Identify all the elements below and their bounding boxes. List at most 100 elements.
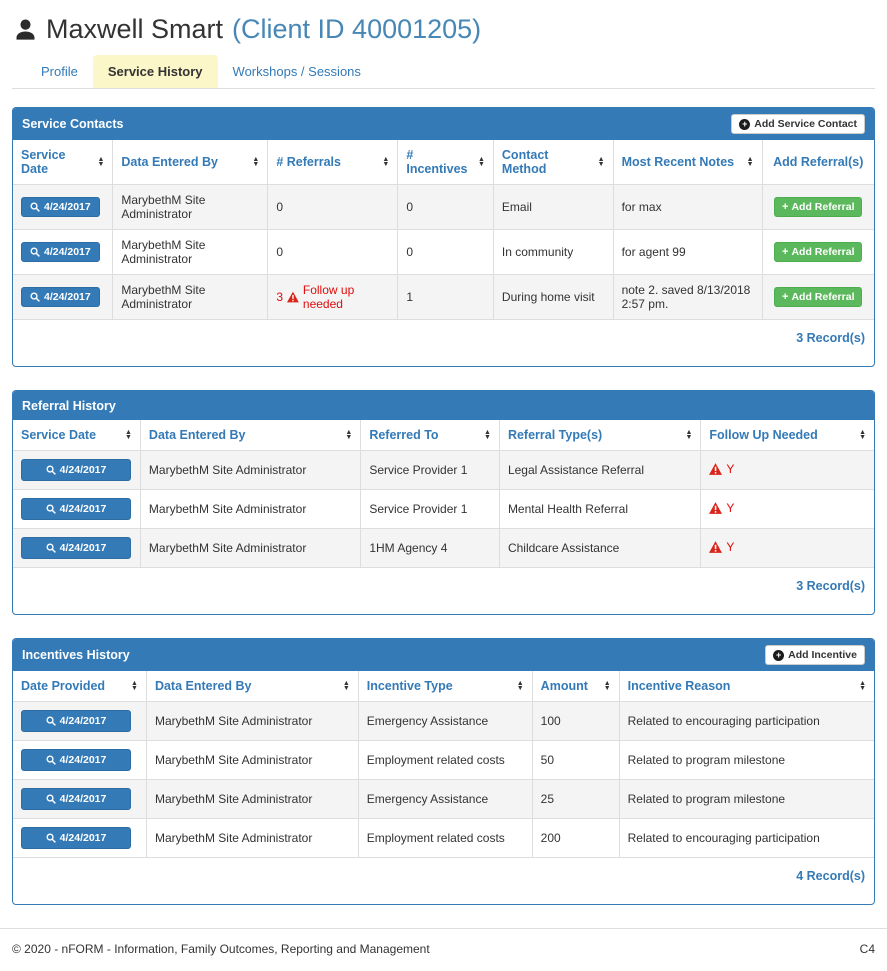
tab-service-history[interactable]: Service History [92, 55, 218, 88]
sort-icon: ▲ ▼ [131, 680, 138, 692]
incentives-history-heading: Incentives History + Add Incentive [13, 639, 874, 671]
incentive-type-cell: Employment related costs [358, 818, 533, 858]
sort-icon: ▲ ▼ [685, 429, 693, 441]
client-header: Maxwell Smart (Client ID 40001205) [12, 8, 875, 55]
table-row: 4/24/2017 MarybethM Site Administrator E… [13, 701, 874, 741]
column-header-service-date[interactable]: Service Date ▲ ▼ [13, 420, 141, 451]
referral-type-cell: Mental Health Referral [499, 489, 702, 529]
column-header-incentive-type[interactable]: Incentive Type ▲ ▼ [358, 671, 533, 702]
referral-history-heading: Referral History [13, 391, 874, 420]
search-icon [30, 292, 40, 302]
notes-cell: for agent 99 [613, 229, 763, 275]
reason-cell: Related to program milestone [619, 779, 874, 819]
view-incentive-button[interactable]: 4/24/2017 [21, 749, 131, 771]
referrals-cell: 3 Follow up needed [267, 274, 399, 320]
view-service-contact-button[interactable]: 4/24/2017 [21, 242, 100, 262]
warning-icon [287, 291, 299, 303]
add-referral-button[interactable]: + Add Referral [774, 197, 863, 217]
page-footer: © 2020 - nFORM - Information, Family Out… [0, 928, 887, 971]
notes-cell: for max [613, 184, 763, 230]
panel-title: Service Contacts [22, 117, 124, 131]
sort-icon: ▲ ▼ [746, 156, 754, 168]
tab-workshops-sessions[interactable]: Workshops / Sessions [232, 64, 361, 79]
column-header-data-entered-by[interactable]: Data Entered By ▲ ▼ [140, 420, 362, 451]
column-header-follow-up-needed[interactable]: Follow Up Needed ▲ ▼ [700, 420, 874, 451]
column-header-date-provided[interactable]: Date Provided ▲ ▼ [13, 671, 147, 702]
column-header-data-entered-by[interactable]: Data Entered By ▲ ▼ [112, 140, 269, 185]
referred-to-cell: 1HM Agency 4 [360, 528, 500, 568]
plus-icon: + [782, 246, 789, 258]
contact-method-cell: During home visit [493, 274, 614, 320]
search-icon [30, 247, 40, 257]
column-header-amount[interactable]: Amount ▲ ▼ [532, 671, 620, 702]
table-row: 4/24/2017 MarybethM Site Administrator 1… [13, 528, 874, 568]
table-row: 4/24/2017 MarybethM Site Administrator E… [13, 818, 874, 858]
entered-by-cell: MarybethM Site Administrator [140, 450, 362, 490]
column-header-referrals[interactable]: # Referrals ▲ ▼ [267, 140, 399, 185]
client-name: Maxwell Smart [46, 14, 224, 44]
column-header-referred-to[interactable]: Referred To ▲ ▼ [360, 420, 500, 451]
add-referral-button[interactable]: + Add Referral [774, 242, 863, 262]
column-header-referral-types[interactable]: Referral Type(s) ▲ ▼ [499, 420, 702, 451]
referral-history-panel: Referral History Service Date ▲ ▼ Data Ent… [12, 390, 875, 615]
incentive-type-cell: Emergency Assistance [358, 701, 533, 741]
view-referral-button[interactable]: 4/24/2017 [21, 498, 131, 520]
plus-icon: + [782, 291, 789, 303]
view-incentive-button[interactable]: 4/24/2017 [21, 788, 131, 810]
column-header-service-date[interactable]: Service Date ▲ ▼ [13, 140, 114, 185]
sort-icon: ▲ ▼ [859, 680, 866, 692]
sort-icon: ▲ ▼ [252, 156, 260, 168]
incentives-cell: 0 [397, 184, 494, 230]
copyright-text: © 2020 - nFORM - Information, Family Out… [12, 942, 430, 956]
column-header-data-entered-by[interactable]: Data Entered By ▲ ▼ [146, 671, 359, 702]
search-icon [46, 833, 56, 843]
follow-up-cell: Y [700, 450, 874, 490]
view-referral-button[interactable]: 4/24/2017 [21, 537, 131, 559]
search-icon [46, 755, 56, 765]
search-icon [46, 794, 56, 804]
record-count-row: 3 Record(s) [13, 319, 874, 357]
add-service-contact-button[interactable]: + Add Service Contact [731, 114, 865, 134]
reason-cell: Related to program milestone [619, 740, 874, 780]
referrals-cell: 0 [267, 229, 399, 275]
incentives-cell: 1 [397, 274, 494, 320]
add-incentive-button[interactable]: + Add Incentive [765, 645, 865, 665]
tab-bar: Profile Service History Workshops / Sess… [12, 55, 875, 89]
amount-cell: 100 [532, 701, 620, 741]
column-header-most-recent-notes[interactable]: Most Recent Notes ▲ ▼ [613, 140, 763, 185]
table-row: 4/24/2017 MarybethM Site Administrator 0… [13, 229, 874, 275]
search-icon [30, 202, 40, 212]
search-icon [46, 504, 56, 514]
view-incentive-button[interactable]: 4/24/2017 [21, 827, 131, 849]
view-service-contact-button[interactable]: 4/24/2017 [21, 287, 100, 307]
page-container: Maxwell Smart (Client ID 40001205) Profi… [12, 8, 875, 905]
column-header-contact-method[interactable]: Contact Method ▲ ▼ [493, 140, 614, 185]
incentive-type-cell: Emergency Assistance [358, 779, 533, 819]
amount-cell: 25 [532, 779, 620, 819]
view-incentive-button[interactable]: 4/24/2017 [21, 710, 131, 732]
sort-icon: ▲ ▼ [484, 429, 491, 441]
incentive-type-cell: Employment related costs [358, 740, 533, 780]
record-count: 4 Record(s) [13, 857, 874, 895]
follow-up-cell: Y [700, 528, 874, 568]
search-icon [46, 465, 56, 475]
view-service-contact-button[interactable]: 4/24/2017 [21, 197, 100, 217]
record-count: 3 Record(s) [13, 319, 874, 357]
record-count-row: 3 Record(s) [13, 567, 874, 605]
reason-cell: Related to encouraging participation [619, 701, 874, 741]
warning-icon [709, 502, 723, 514]
column-header-add-referrals: Add Referral(s) [762, 140, 874, 185]
entered-by-cell: MarybethM Site Administrator [140, 528, 362, 568]
contact-method-cell: In community [493, 229, 614, 275]
view-referral-button[interactable]: 4/24/2017 [21, 459, 131, 481]
panel-title: Referral History [22, 398, 116, 413]
service-contacts-table: Service Date ▲ ▼ Data Entered By ▲ ▼ # Refer… [13, 140, 874, 357]
table-row: 4/24/2017 MarybethM Site Administrator S… [13, 489, 874, 529]
column-header-incentive-reason[interactable]: Incentive Reason ▲ ▼ [619, 671, 874, 702]
entered-by-cell: MarybethM Site Administrator [146, 740, 359, 780]
column-header-incentives[interactable]: # Incentives ▲ ▼ [397, 140, 494, 185]
plus-circle-icon: + [739, 118, 751, 130]
tab-profile[interactable]: Profile [41, 64, 78, 79]
sort-icon: ▲ ▼ [603, 680, 611, 692]
add-referral-button[interactable]: + Add Referral [774, 287, 863, 307]
